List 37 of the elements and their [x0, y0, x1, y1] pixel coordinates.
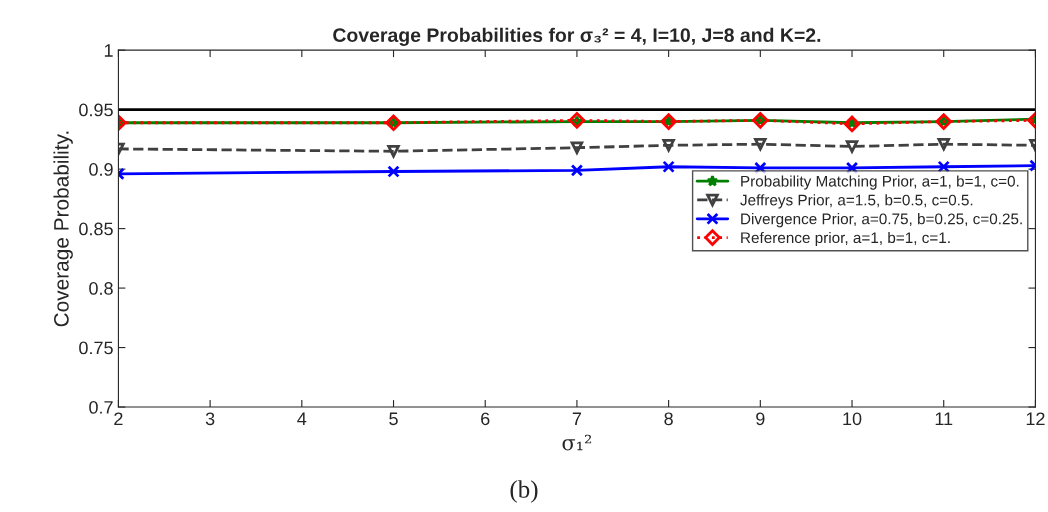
y-tick-label: 0.7 — [89, 400, 113, 414]
legend-label: Probability Matching Prior, a=1, b=1, c=0. — [741, 175, 1019, 190]
x-tick-label: 11 — [935, 412, 953, 425]
chart-title: Coverage Probabilities for σ₃² = 4, I=10, J=8 and K=2. — [333, 27, 821, 46]
legend-label: Divergence Prior, a=0.75, b=0.25, c=0.25. — [741, 213, 1022, 228]
y-tick-label: 0.85 — [79, 222, 113, 236]
x-tick-label: 5 — [389, 412, 398, 426]
y-tick-label: 0.95 — [79, 103, 113, 117]
y-tick-label: 0.8 — [89, 282, 113, 295]
y-tick-label: 0.75 — [79, 341, 113, 355]
point — [843, 115, 861, 133]
legend-label: Reference prior, a=1, b=1, c=1. — [741, 231, 950, 247]
legend-label: Jeffreys Prior, a=1.5, b=0.5, c=0.5. — [740, 194, 973, 209]
point — [937, 137, 950, 151]
point — [662, 139, 675, 152]
point — [937, 160, 950, 173]
x-tick-label: 3 — [205, 412, 215, 426]
point — [387, 145, 400, 158]
point — [387, 165, 400, 178]
x-tick-label: 8 — [664, 412, 673, 426]
point — [570, 164, 584, 177]
x-axis-title: σ₁² — [562, 434, 592, 451]
y-axis-title: Coverage Probability. — [53, 131, 73, 327]
x-tick-label: 6 — [481, 412, 490, 426]
y-tick-label: 0.9 — [89, 163, 113, 176]
x-tick-label: 12 — [1026, 412, 1045, 425]
x-tick-label: 9 — [756, 412, 765, 426]
x-tick-label: 2 — [114, 412, 123, 425]
point — [754, 137, 767, 151]
x-tick-label: 7 — [572, 412, 582, 425]
point — [570, 141, 584, 154]
x-tick-label: 10 — [843, 412, 862, 426]
y-tick-label: 1 — [104, 44, 113, 57]
point — [662, 160, 675, 173]
text: (b) — [510, 480, 538, 503]
point — [845, 140, 859, 153]
x-tick-label: 4 — [297, 412, 307, 425]
